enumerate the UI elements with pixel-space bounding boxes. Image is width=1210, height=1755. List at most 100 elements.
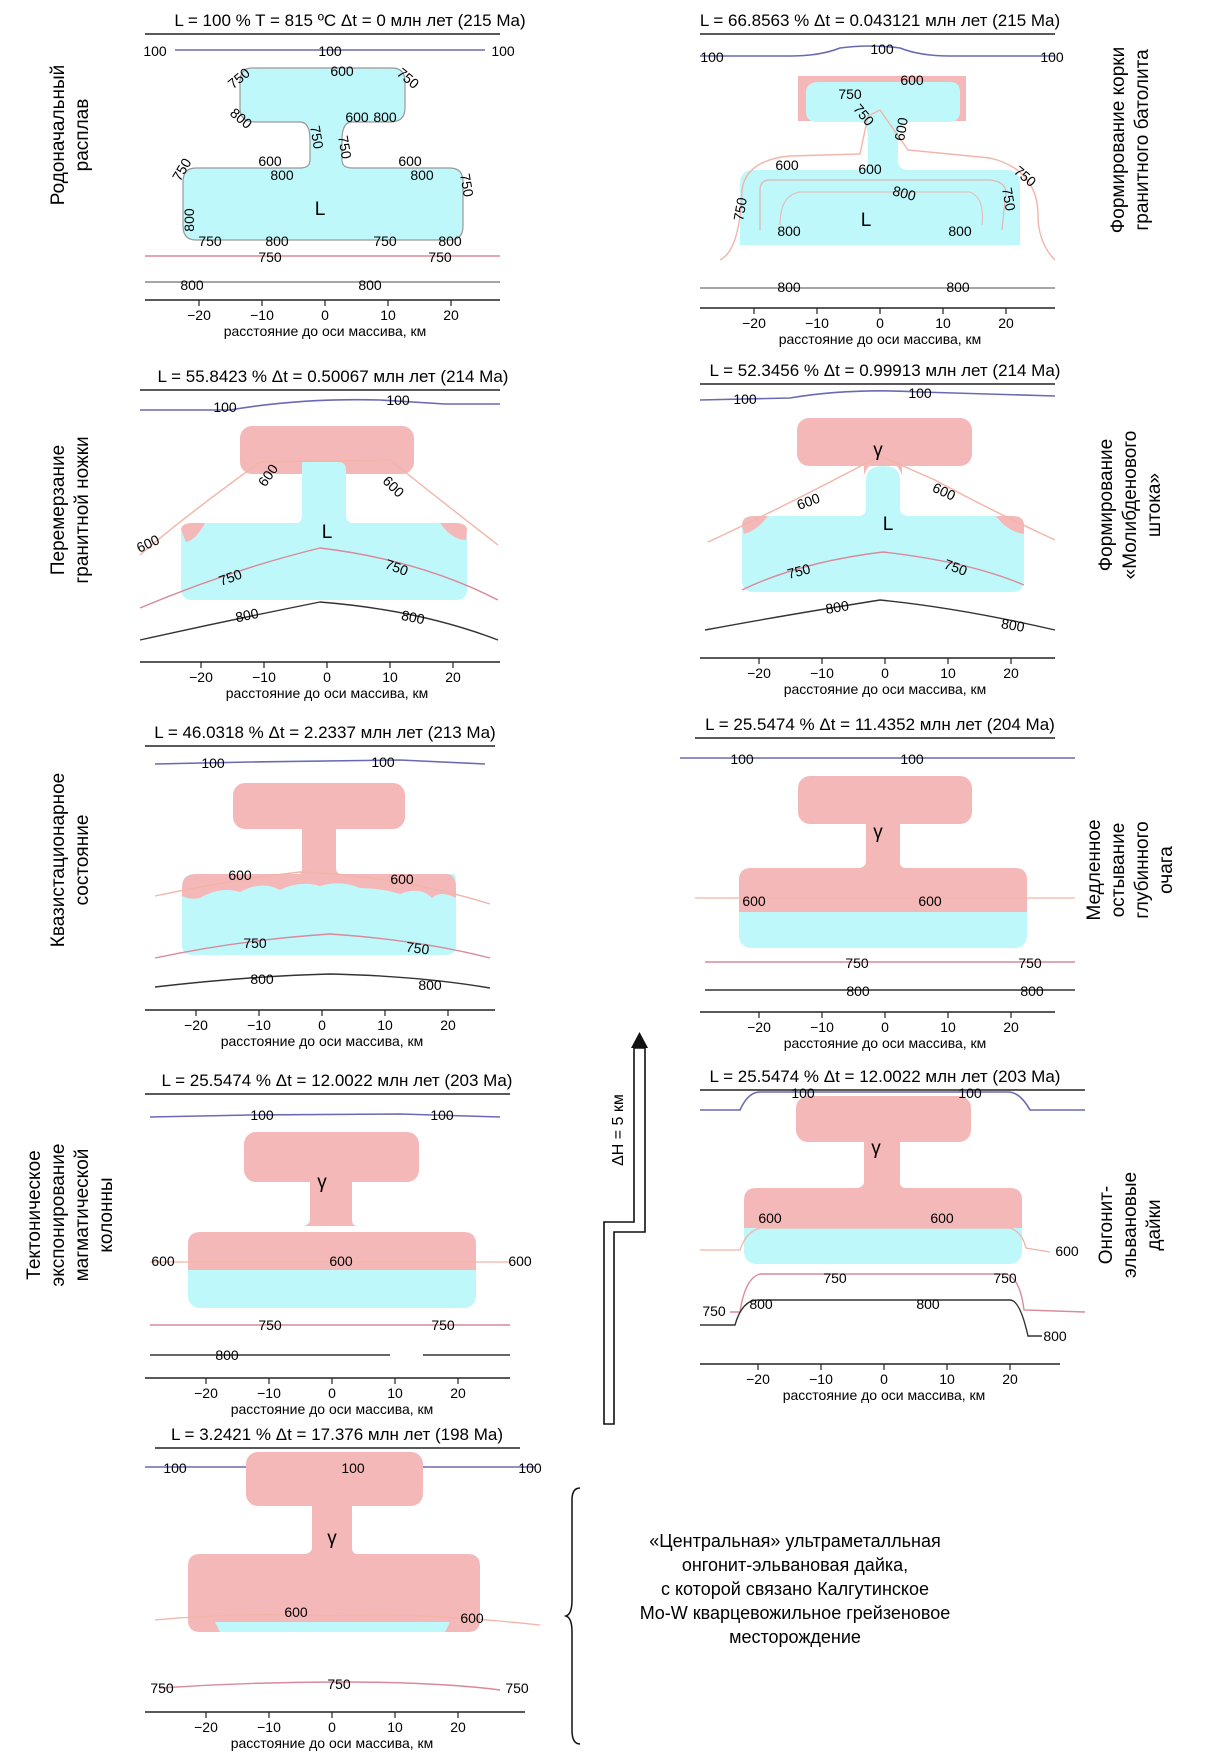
panel-9-labels: 100 100 100 γ 600 600 750 750 750 — [150, 1460, 542, 1696]
dike-note: «Центральная» ультраметалльная онгонит-э… — [563, 1487, 951, 1745]
granite-cap — [244, 1132, 419, 1182]
isotherm-100 — [154, 759, 486, 765]
panel-6-labels: 100 100 γ 600 600 750 750 800 800 — [730, 751, 1044, 999]
isotherm-600 — [139, 459, 499, 556]
tick-label: −10 — [810, 665, 834, 681]
isotherm-label: 750 — [993, 1270, 1017, 1286]
side-label: Формирование корки гранитного батолита — [1108, 47, 1153, 233]
isotherm-label: 800 — [948, 223, 972, 239]
axis-label: расстояние до оси массива, км — [226, 685, 429, 701]
granite-stock — [304, 1182, 358, 1226]
phase-label: L — [315, 199, 326, 220]
tick-label: 20 — [1002, 1371, 1018, 1387]
tick-label: −20 — [189, 669, 213, 685]
isotherm-label: 100 — [791, 1085, 815, 1101]
isotherm-label: 600 — [930, 479, 958, 503]
side-label-line: Формирование — [1096, 439, 1117, 572]
isotherm-100 — [699, 390, 1056, 401]
isotherm-label: 750 — [198, 233, 222, 249]
side-label-line: Формирование корки — [1108, 47, 1129, 233]
note-line: месторождение — [729, 1627, 861, 1647]
isotherm-800 — [700, 1299, 1042, 1337]
tick-label: 20 — [1003, 665, 1019, 681]
tick-label: 0 — [880, 1371, 888, 1387]
side-label-line: колонны — [96, 1177, 117, 1252]
phase-label: γ — [873, 440, 883, 461]
side-label-line: Медленное — [1084, 819, 1105, 920]
uplift-arrow: ΔH = 5 км — [603, 1032, 648, 1425]
phase-label: γ — [317, 1172, 327, 1193]
isotherm-750 — [741, 551, 1025, 591]
tick-label: −20 — [187, 307, 211, 323]
isotherm-label: 800 — [270, 167, 294, 183]
isotherm-label: 750 — [702, 1303, 726, 1319]
axis-label: расстояние до оси массива, км — [221, 1033, 424, 1049]
axis-label: расстояние до оси массива, км — [784, 681, 987, 697]
tick-label: −10 — [810, 1019, 834, 1035]
side-label-line: гранитного батолита — [1132, 49, 1153, 231]
isotherm-label: 750 — [383, 556, 411, 579]
isotherm-label: 800 — [215, 1347, 239, 1363]
isotherm-100 — [700, 45, 1055, 57]
note-text: «Центральная» ультраметалльная онгонит-э… — [640, 1531, 951, 1647]
tick-label: −10 — [247, 1017, 271, 1033]
isotherm-label: 750 — [150, 1680, 174, 1696]
isotherm-label: 800 — [180, 277, 204, 293]
melt-remnant — [215, 1622, 450, 1632]
side-label-line: магматической — [72, 1149, 93, 1282]
tick-label: 20 — [998, 315, 1014, 331]
isotherm-label: 800 — [777, 279, 801, 295]
isotherm-label: 600 — [930, 1210, 954, 1226]
isotherm-label: 800 — [749, 1296, 773, 1312]
brace — [563, 1487, 581, 1745]
tick-label: −20 — [746, 1371, 770, 1387]
isotherm-750 — [159, 1681, 501, 1691]
bottom-axis: −20 −10 0 10 20 расстояние до оси массива, км — [145, 299, 500, 339]
axis-label: расстояние до оси массива, км — [224, 323, 427, 339]
isotherm-600 — [719, 109, 1056, 261]
isotherm-label: 100 — [163, 1460, 187, 1476]
isotherm-label: 100 — [518, 1460, 542, 1476]
isotherm-label: 750 — [942, 556, 970, 579]
phase-label: L — [322, 522, 333, 543]
bottom-axis: −20 −10 0 10 20 расстояние до оси массива, км — [700, 1011, 1055, 1051]
isotherm-label: 100 — [213, 399, 237, 415]
side-label-line: дайки — [1144, 1199, 1165, 1250]
isotherm-label: 100 — [430, 1107, 454, 1123]
isotherm-100 — [700, 1091, 1085, 1111]
isotherm-label: 600 — [390, 871, 414, 887]
isotherm-label: 750 — [217, 566, 245, 589]
side-label-line: очага — [1156, 846, 1177, 894]
isotherm-600 — [154, 871, 491, 905]
side-label-line: Тектоническое — [24, 1150, 45, 1279]
isotherm-label: 800 — [250, 971, 274, 987]
isotherm-label: 100 — [870, 41, 894, 57]
side-label-line: Квазистационарное — [48, 773, 69, 948]
isotherm-label: 600 — [380, 473, 408, 501]
tick-label: 20 — [1003, 1019, 1019, 1035]
isotherm-750 — [730, 1273, 1086, 1313]
isotherm-label: 600 — [345, 109, 369, 125]
isotherm-label: 600 — [228, 867, 252, 883]
isotherm-label: 800 — [181, 208, 197, 232]
tick-label: −20 — [194, 1719, 218, 1735]
isotherm-label: 600 — [151, 1253, 175, 1269]
isotherm-label: 100 — [1040, 49, 1064, 65]
tick-label: −20 — [742, 315, 766, 331]
isotherm-label: 800 — [824, 597, 850, 617]
bottom-axis: −20 −10 0 10 20 расстояние до оси массива, км — [700, 307, 1055, 347]
granite-stock — [858, 1142, 906, 1188]
isotherm-label: 100 — [341, 1460, 365, 1476]
granite-stock — [860, 824, 906, 868]
isotherm-label: 750 — [838, 86, 862, 102]
melt-body — [181, 462, 467, 600]
isotherm-label: 750 — [327, 1676, 351, 1692]
side-label-line: штока» — [1144, 473, 1165, 537]
tick-label: 10 — [387, 1385, 403, 1401]
isotherm-label: 750 — [999, 186, 1019, 212]
granite-stock — [864, 460, 902, 475]
bottom-axis: −20 −10 0 10 20 расстояние до оси массива, км — [145, 1711, 525, 1751]
side-label-line: Перемерзание — [48, 445, 69, 575]
isotherm-750 — [139, 547, 499, 609]
panel-1: L = 100 % T = 815 ºC Δt = 0 млн лет (215… — [48, 11, 526, 339]
